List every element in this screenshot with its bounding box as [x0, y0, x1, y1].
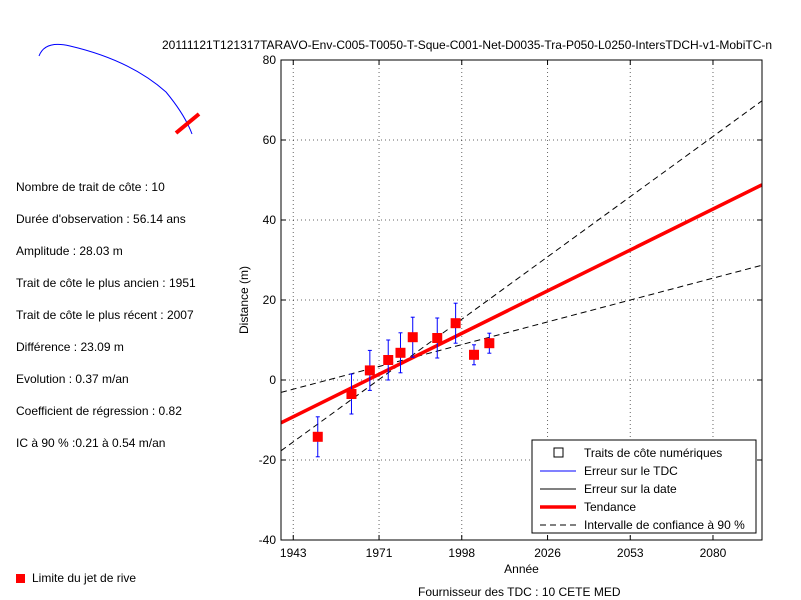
shoreline-point [346, 389, 357, 399]
stat-line: Evolution : 0.37 m/an [16, 372, 129, 386]
profile-sketch [38, 43, 201, 135]
axes-frame [280, 59, 763, 541]
stat-line: Coefficient de régression : 0.82 [16, 404, 182, 418]
stat-line: Différence : 23.09 m [16, 340, 124, 354]
x-tick-label: 2026 [534, 546, 561, 560]
shoreline-point [383, 355, 394, 365]
x-tick-label: 1998 [448, 546, 475, 560]
stat-line: Trait de côte le plus ancien : 1951 [16, 276, 196, 290]
jet-de-rive-marker [174, 112, 201, 135]
stat-line: Amplitude : 28.03 m [16, 244, 123, 258]
x-tick-label: 2053 [617, 546, 644, 560]
profile-curve [38, 43, 193, 135]
x-tick-label: 1943 [280, 546, 307, 560]
y-axis-label: Distance (m) [237, 266, 251, 334]
chart-title: 20111121T121317TARAVO-Env-C005-T0050-T-S… [162, 38, 773, 52]
legend-entry: Erreur sur le TDC [584, 464, 678, 478]
x-tick-label: 2080 [700, 546, 727, 560]
trend-line [281, 183, 762, 425]
shoreline-point [432, 333, 443, 343]
y-tick-label: 0 [269, 373, 276, 387]
plot-content [281, 100, 762, 458]
y-tick-label: 40 [263, 213, 277, 227]
data-provider-note: Fournisseur des TDC : 10 CETE MED [418, 585, 621, 599]
jet-de-rive-swatch [16, 574, 25, 583]
x-axis-label: Année [504, 562, 539, 576]
jet-de-rive-legend: Limite du jet de rive [16, 571, 136, 585]
legend-entry: Erreur sur la date [584, 482, 677, 496]
stat-line: Trait de côte le plus récent : 2007 [16, 308, 194, 322]
confidence-interval-line [281, 264, 762, 393]
legend-entry: Tendance [584, 500, 636, 514]
y-tick-label: 60 [263, 133, 277, 147]
stat-line: Durée d'observation : 56.14 ans [16, 212, 186, 226]
legend-box [531, 439, 757, 534]
plot-area [281, 60, 762, 540]
jet-de-rive-label: Limite du jet de rive [32, 571, 137, 585]
shoreline-point [450, 318, 461, 329]
x-tick-label: 1971 [366, 546, 393, 560]
y-tick-label: -40 [259, 533, 277, 547]
y-tick-label: 80 [263, 53, 277, 67]
stat-line: Nombre de trait de côte : 10 [16, 180, 165, 194]
shoreline-point [395, 347, 406, 358]
shoreline-point [469, 349, 480, 360]
legend-entry: Intervalle de confiance à 90 % [584, 518, 745, 532]
shoreline-point [407, 332, 418, 343]
shoreline-point [364, 365, 375, 376]
y-tick-label: 20 [263, 293, 277, 307]
shoreline-point [312, 431, 323, 442]
confidence-interval-line [281, 100, 762, 452]
stat-line: IC à 90 % :0.21 à 0.54 m/an [16, 436, 166, 450]
legend-entry: Traits de côte numériques [584, 446, 722, 460]
y-tick-label: -20 [259, 453, 277, 467]
legend-symbol-point [553, 447, 564, 458]
shoreline-point [484, 338, 495, 349]
